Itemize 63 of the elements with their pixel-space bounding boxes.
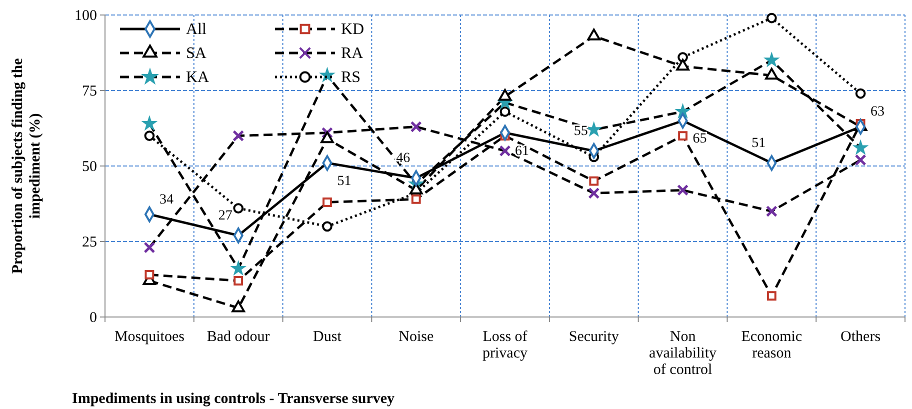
point xyxy=(322,198,332,207)
point xyxy=(853,140,868,154)
y-tick-label: 100 xyxy=(74,8,97,24)
y-axis-title: Proportion of subjects finding the impediment (%) xyxy=(10,58,44,274)
point xyxy=(498,89,512,101)
point xyxy=(854,154,866,166)
point xyxy=(766,291,776,301)
point xyxy=(144,242,156,254)
point xyxy=(234,276,244,286)
data-label: 46 xyxy=(396,151,410,166)
legend-label: RS xyxy=(341,69,361,86)
data-label: 51 xyxy=(752,136,766,151)
data-label: 63 xyxy=(870,104,885,120)
point xyxy=(322,221,332,232)
point xyxy=(144,270,154,280)
point xyxy=(142,116,157,130)
legend-label: RA xyxy=(341,45,364,62)
data-label: 65 xyxy=(692,132,707,147)
point xyxy=(766,206,778,218)
data-label: 61 xyxy=(515,144,529,159)
point xyxy=(588,187,600,199)
legend-label: All xyxy=(186,21,207,38)
x-tick-label: Bad odour xyxy=(206,329,270,345)
point xyxy=(233,203,244,214)
point xyxy=(586,122,602,136)
y-tick-label: 0 xyxy=(90,310,97,326)
data-label: 34 xyxy=(159,192,174,208)
point xyxy=(500,106,510,117)
point xyxy=(764,52,779,66)
y-tick-label: 50 xyxy=(82,158,97,175)
point xyxy=(855,88,866,99)
legend-label: KD xyxy=(341,21,364,38)
point xyxy=(411,194,421,204)
point xyxy=(677,184,689,196)
y-tick-label: 75 xyxy=(82,83,97,100)
point xyxy=(678,131,688,141)
x-tick-label: Others xyxy=(840,329,881,345)
point xyxy=(589,176,599,186)
x-tick-label: Dust xyxy=(313,329,342,345)
data-label: 51 xyxy=(337,174,352,189)
legend-label: SA xyxy=(186,45,207,62)
x-tick-label: Economic reason xyxy=(741,329,802,362)
point xyxy=(410,120,422,133)
y-tick-label: 25 xyxy=(82,234,97,250)
point xyxy=(676,58,690,71)
legend-label: KA xyxy=(186,69,210,86)
point xyxy=(232,130,244,142)
x-tick-label: Noise xyxy=(398,329,434,345)
point xyxy=(765,68,778,80)
point xyxy=(499,145,511,157)
point xyxy=(144,130,155,141)
data-label: 55 xyxy=(574,124,588,139)
x-tick-label: Loss of privacy xyxy=(482,329,528,362)
point xyxy=(320,131,334,144)
point xyxy=(231,261,246,275)
point xyxy=(766,12,777,24)
x-tick-label: Security xyxy=(568,329,620,345)
point xyxy=(587,28,601,40)
data-label: 27 xyxy=(218,208,232,224)
x-tick-label: Non availability of control xyxy=(649,329,718,378)
x-axis-title: Impediments in using controls - Transverse survey xyxy=(72,391,396,407)
point xyxy=(320,68,334,82)
x-tick-label: Mosquitoes xyxy=(114,329,185,345)
